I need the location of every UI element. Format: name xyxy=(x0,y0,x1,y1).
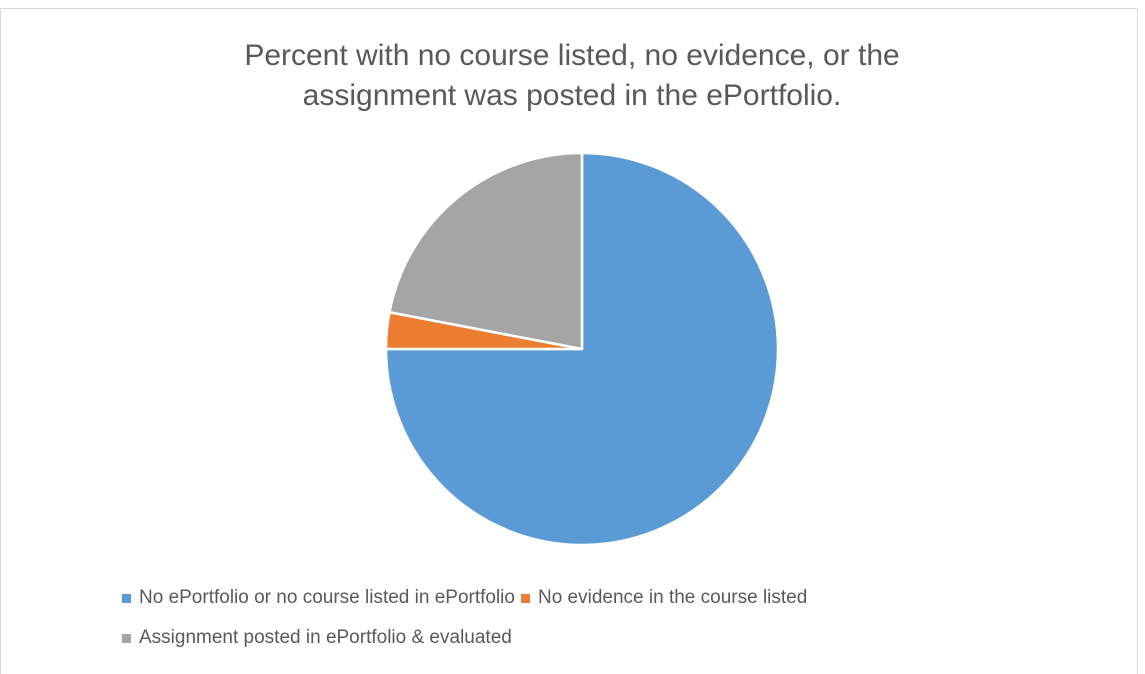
legend-label: No evidence in the course listed xyxy=(537,587,808,608)
legend-item: No ePortfolio or no course listed in ePo… xyxy=(122,586,515,610)
legend-label: Assignment posted in ePortfolio & evalua… xyxy=(139,627,512,648)
chart-border xyxy=(0,8,1138,674)
pie-slice xyxy=(384,151,780,547)
legend-swatch xyxy=(520,593,530,603)
legend-swatch xyxy=(122,593,131,603)
legend: No ePortfolio or no course listed in ePo… xyxy=(122,586,982,650)
legend-item: No evidence in the course listed xyxy=(520,586,808,610)
legend-swatch xyxy=(122,633,131,643)
chart-title: Percent with no course listed, no eviden… xyxy=(244,39,900,112)
pie-slice xyxy=(388,151,584,351)
legend-item: Assignment posted in ePortfolio & evalua… xyxy=(122,626,976,650)
legend-label: No ePortfolio or no course listed in ePo… xyxy=(139,587,515,608)
